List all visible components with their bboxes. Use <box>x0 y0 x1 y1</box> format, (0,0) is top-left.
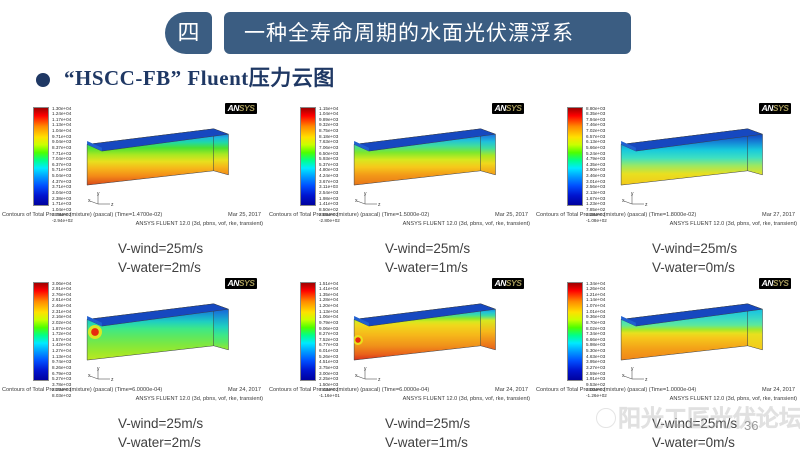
svg-text:y: y <box>97 367 100 372</box>
svg-text:y: y <box>364 367 367 372</box>
svg-text:y: y <box>631 192 634 197</box>
svg-text:z: z <box>378 377 381 383</box>
svg-text:z: z <box>111 202 114 208</box>
svg-text:y: y <box>97 192 100 197</box>
svg-text:y: y <box>631 367 634 372</box>
svg-text:y: y <box>364 192 367 197</box>
svg-text:z: z <box>645 202 648 208</box>
svg-text:z: z <box>645 377 648 383</box>
svg-text:z: z <box>378 202 381 208</box>
svg-text:z: z <box>111 377 114 383</box>
